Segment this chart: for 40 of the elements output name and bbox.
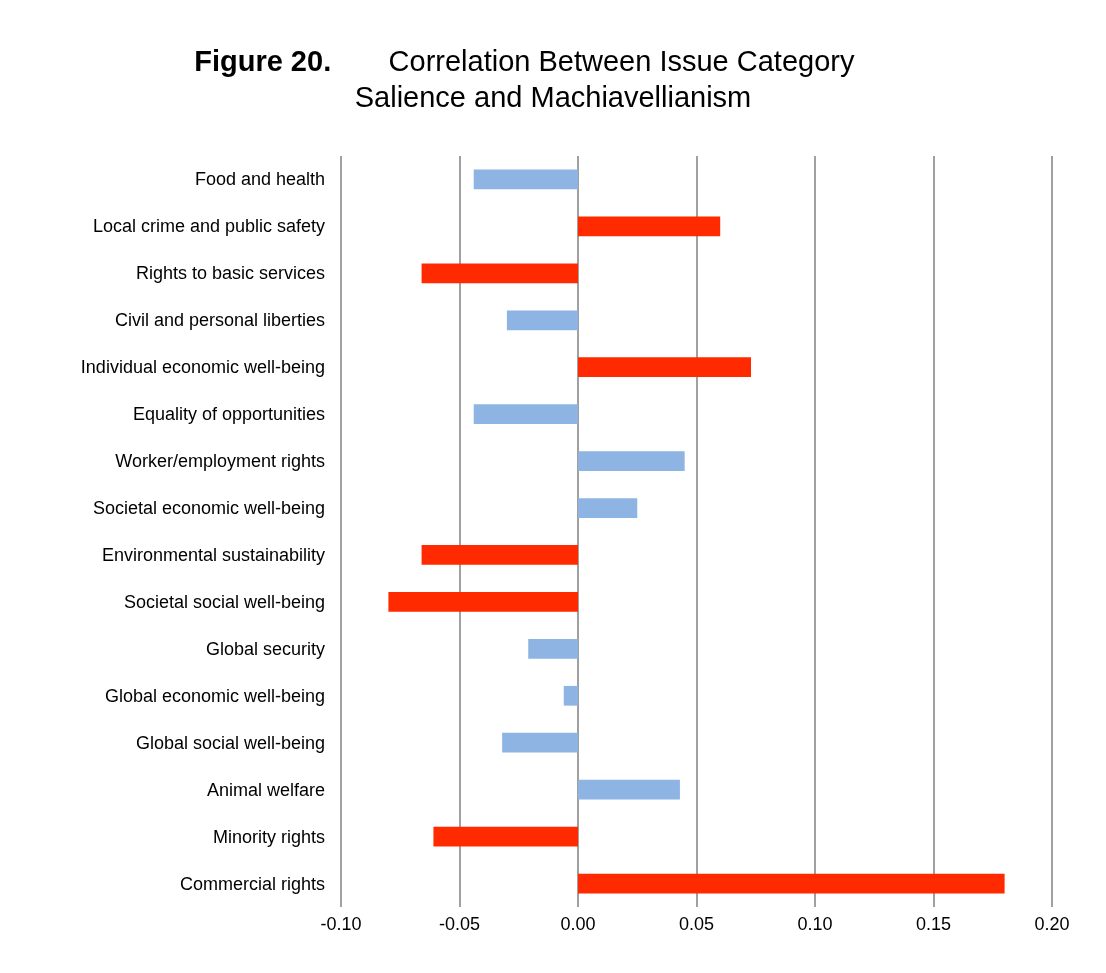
y-tick-label: Societal social well-being [123, 591, 325, 612]
x-tick-label: 0.20 [1034, 914, 1070, 934]
bar [506, 310, 578, 331]
y-tick-label: Individual economic well-being [80, 357, 325, 378]
y-tick-label: Civil and personal liberties [114, 310, 325, 331]
chart-title: Figure 20. Correlation Between Issue Category Salience and Machiavellianism [194, 45, 855, 113]
bar [578, 357, 752, 378]
bar [433, 826, 578, 847]
bar [528, 638, 578, 659]
bar [578, 779, 680, 800]
y-tick-label: Societal economic well-being [92, 498, 325, 519]
y-tick-label: Animal welfare [206, 779, 325, 800]
y-tick-label: Commercial rights [179, 873, 325, 894]
y-tick-label: Rights to basic services [135, 263, 325, 284]
bar [502, 732, 578, 753]
bar [578, 216, 721, 237]
y-tick-label: Local crime and public safety [92, 216, 325, 237]
x-tick-label: -0.10 [320, 914, 362, 934]
y-tick-label: Global security [205, 638, 325, 659]
x-tick-label: 0.10 [797, 914, 833, 934]
y-tick-label: Global social well-being [135, 732, 325, 753]
bar [578, 873, 1005, 894]
x-tick-label: 0.05 [678, 914, 715, 934]
y-tick-label: Worker/employment rights [115, 451, 325, 472]
y-tick-label: Minority rights [212, 826, 325, 847]
y-tick-label: Environmental sustainability [101, 544, 325, 565]
bar [421, 263, 578, 284]
bar [388, 592, 578, 612]
bar [578, 451, 685, 471]
y-tick-label: Equality of opportunities [132, 404, 325, 425]
bar [578, 498, 638, 518]
x-tick-label: 0.00 [560, 914, 596, 934]
y-tick-label: Global economic well-being [104, 685, 325, 706]
bar [421, 545, 578, 565]
x-tick-label: 0.15 [915, 914, 952, 934]
x-tick-label: -0.05 [438, 914, 481, 934]
bar [563, 685, 578, 706]
bar [473, 404, 578, 425]
y-tick-label: Food and health [194, 169, 325, 190]
bar [473, 169, 578, 190]
